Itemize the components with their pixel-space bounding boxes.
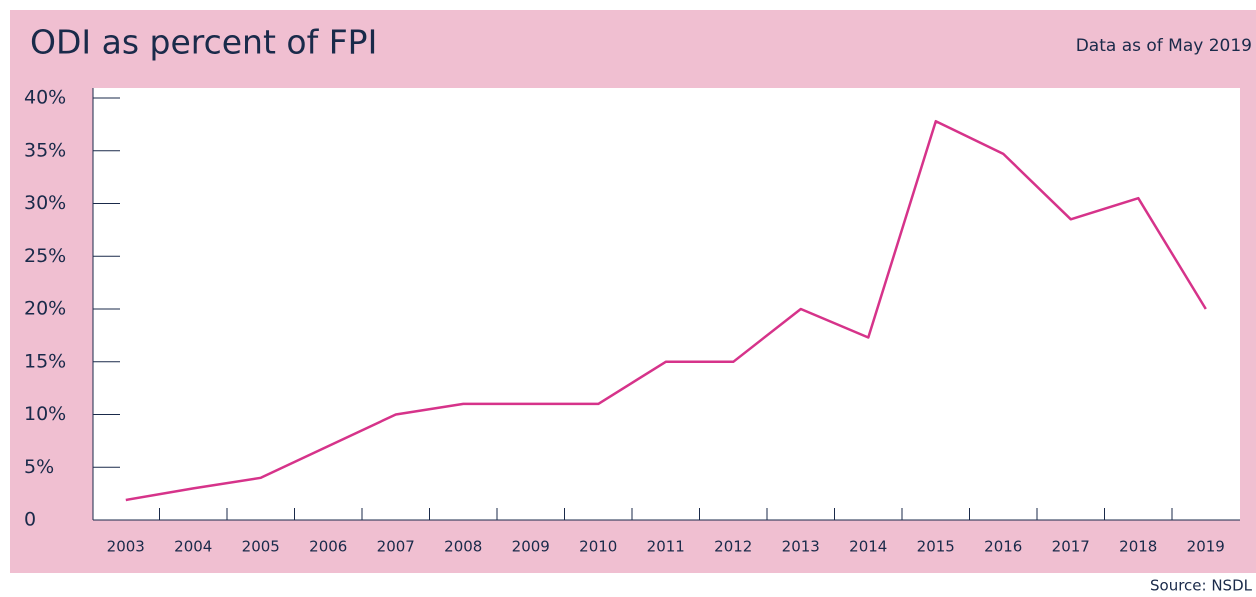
y-tick-label: 25% bbox=[24, 245, 66, 267]
x-tick-label: 2017 bbox=[1052, 538, 1090, 556]
subtitle: Data as of May 2019 bbox=[1076, 36, 1252, 56]
y-tick-label: 0 bbox=[24, 509, 36, 531]
line bbox=[125, 119, 1207, 502]
plot-area bbox=[93, 88, 1240, 520]
x-tick-label: 2004 bbox=[174, 538, 212, 556]
source: Source: NSDL bbox=[1150, 577, 1253, 595]
chart-title: ODI as percent of FPI bbox=[30, 23, 377, 62]
y-tick-label: 10% bbox=[24, 403, 66, 425]
y-tick-label: 35% bbox=[24, 139, 66, 161]
x-tick-label: 2018 bbox=[1119, 538, 1157, 556]
y-tick-label: 30% bbox=[24, 192, 66, 214]
x-tick-label: 2003 bbox=[107, 538, 145, 556]
x-tick-label: 2019 bbox=[1187, 538, 1225, 556]
x-tick-label: 2007 bbox=[377, 538, 415, 556]
x-tick-label: 2013 bbox=[782, 538, 820, 556]
x-tick-label: 2011 bbox=[647, 538, 685, 556]
x-tick-label: 2010 bbox=[579, 538, 617, 556]
x-tick-label: 2015 bbox=[917, 538, 955, 556]
y-tick-label: 15% bbox=[24, 350, 66, 372]
x-tick-label: 2009 bbox=[512, 538, 550, 556]
y-tick-label: 5% bbox=[24, 456, 54, 478]
x-tick-label: 2008 bbox=[444, 538, 482, 556]
x-tick-label: 2016 bbox=[984, 538, 1022, 556]
x-tick-label: 2012 bbox=[714, 538, 752, 556]
x-tick-label: 2014 bbox=[849, 538, 887, 556]
y-tick-label: 20% bbox=[24, 298, 66, 320]
x-tick-label: 2006 bbox=[309, 538, 347, 556]
y-tick-label: 40% bbox=[24, 87, 66, 109]
x-tick-label: 2005 bbox=[242, 538, 280, 556]
